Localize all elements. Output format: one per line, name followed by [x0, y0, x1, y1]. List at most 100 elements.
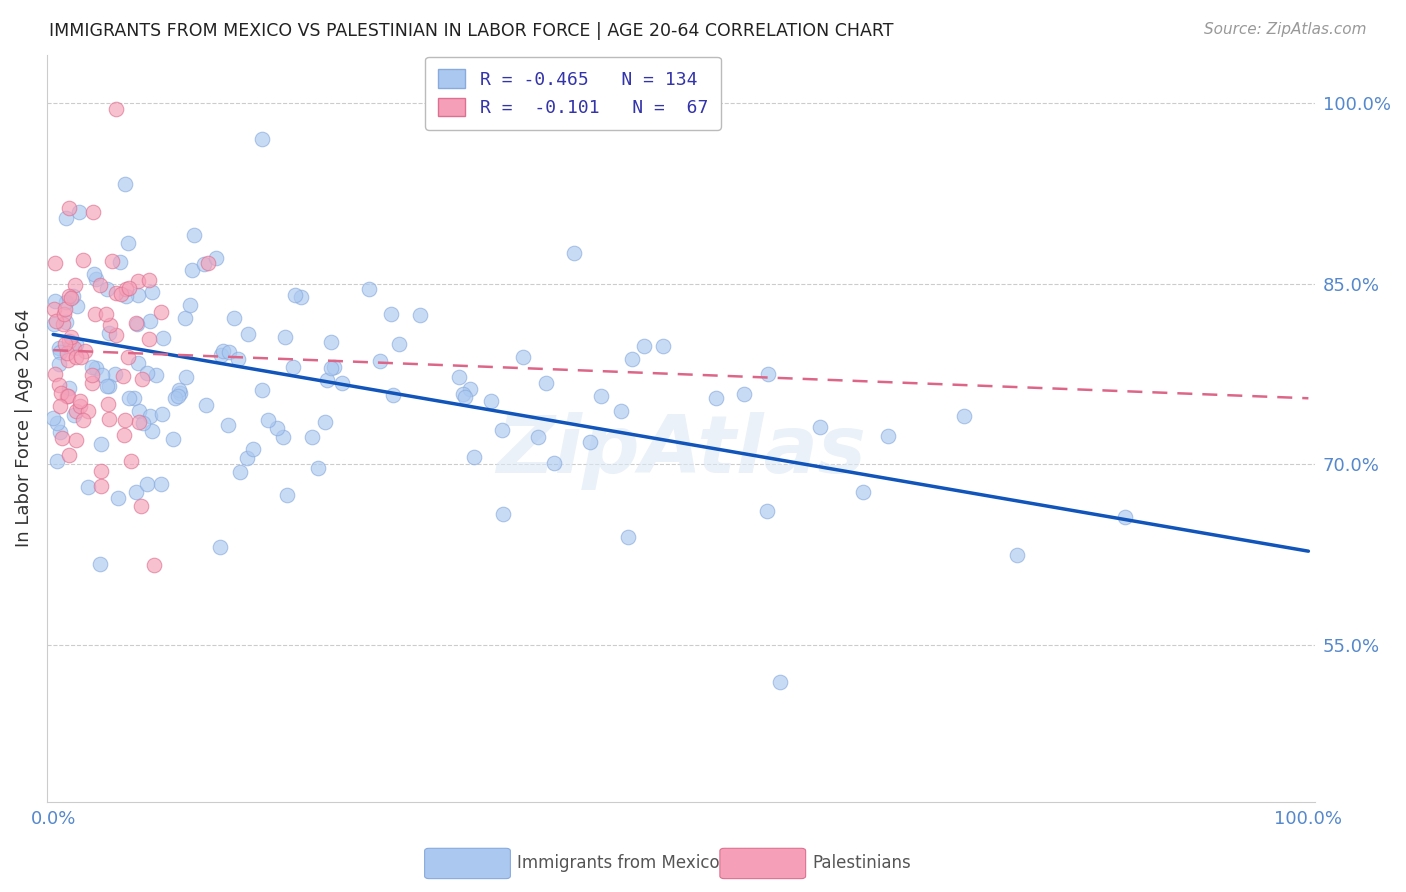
- Point: [80, 376, 103, 391]
- Point: [56, 388, 79, 402]
- Point: [271, 430, 294, 444]
- Point: [617, 530, 640, 544]
- Point: [321, 334, 343, 349]
- Point: [138, 332, 160, 346]
- Point: [284, 288, 307, 302]
- Point: [58, 289, 80, 303]
- Point: [115, 282, 138, 296]
- Point: [59, 337, 82, 351]
- Point: [208, 540, 231, 554]
- Point: [209, 348, 232, 362]
- Point: [388, 337, 411, 351]
- Point: [91, 368, 114, 382]
- Point: [167, 383, 190, 397]
- Point: [250, 383, 273, 397]
- Point: [63, 278, 86, 293]
- Point: [72, 413, 94, 427]
- Point: [59, 330, 82, 344]
- Point: [179, 298, 201, 312]
- Point: [49, 344, 72, 359]
- Text: Source: ZipAtlas.com: Source: ZipAtlas.com: [1204, 22, 1367, 37]
- Point: [104, 367, 127, 381]
- Point: [69, 393, 91, 408]
- Point: [96, 379, 118, 393]
- Point: [58, 201, 80, 215]
- Point: [408, 308, 430, 322]
- Point: [63, 409, 86, 423]
- Point: [77, 480, 100, 494]
- Point: [117, 236, 139, 251]
- Point: [65, 433, 87, 447]
- Point: [80, 360, 103, 375]
- Point: [174, 310, 197, 325]
- Point: [125, 484, 148, 499]
- Point: [163, 391, 186, 405]
- Text: IMMIGRANTS FROM MEXICO VS PALESTINIAN IN LABOR FORCE | AGE 20-64 CORRELATION CHA: IMMIGRANTS FROM MEXICO VS PALESTINIAN IN…: [49, 22, 894, 40]
- Point: [105, 327, 128, 342]
- Point: [97, 397, 120, 411]
- Point: [129, 499, 152, 513]
- Point: [45, 416, 67, 430]
- Point: [1114, 510, 1136, 524]
- Point: [512, 350, 534, 364]
- Point: [276, 488, 298, 502]
- Point: [115, 288, 138, 302]
- Point: [44, 368, 66, 382]
- Point: [301, 430, 323, 444]
- Point: [218, 345, 240, 359]
- Point: [380, 307, 402, 321]
- Point: [357, 283, 380, 297]
- Point: [76, 404, 98, 418]
- Point: [98, 412, 121, 426]
- Point: [308, 461, 330, 475]
- Point: [65, 350, 87, 364]
- Point: [491, 508, 513, 522]
- Point: [84, 307, 107, 321]
- Point: [323, 360, 346, 375]
- Point: [704, 391, 727, 405]
- Point: [90, 437, 112, 451]
- Point: [75, 343, 97, 358]
- Legend: R = -0.465   N = 134, R =  -0.101   N =  67: R = -0.465 N = 134, R = -0.101 N = 67: [426, 57, 721, 129]
- Point: [174, 370, 197, 384]
- Point: [166, 389, 188, 403]
- Point: [55, 315, 77, 329]
- Point: [107, 491, 129, 505]
- Point: [808, 420, 831, 434]
- Point: [141, 424, 163, 438]
- Point: [479, 394, 502, 409]
- Point: [101, 254, 124, 268]
- Point: [82, 204, 104, 219]
- Text: Palestinians: Palestinians: [813, 855, 911, 872]
- Point: [145, 368, 167, 382]
- Point: [135, 366, 157, 380]
- Point: [58, 449, 80, 463]
- Point: [104, 102, 127, 116]
- Point: [756, 367, 779, 381]
- Point: [104, 285, 127, 300]
- Point: [48, 357, 70, 371]
- Point: [319, 361, 342, 376]
- Point: [90, 478, 112, 492]
- Point: [755, 504, 778, 518]
- Point: [193, 257, 215, 271]
- Point: [150, 407, 173, 421]
- Point: [51, 432, 73, 446]
- Point: [273, 330, 295, 344]
- Point: [149, 304, 172, 318]
- Point: [610, 404, 633, 418]
- Point: [562, 246, 585, 260]
- Point: [89, 557, 111, 571]
- Point: [58, 334, 80, 349]
- Point: [125, 316, 148, 330]
- Point: [112, 369, 135, 384]
- Point: [120, 454, 142, 468]
- Point: [65, 404, 87, 418]
- Point: [458, 382, 481, 396]
- Point: [55, 211, 77, 226]
- Point: [59, 291, 82, 305]
- Point: [49, 399, 72, 413]
- Point: [633, 338, 655, 352]
- Point: [235, 451, 257, 466]
- Point: [242, 442, 264, 456]
